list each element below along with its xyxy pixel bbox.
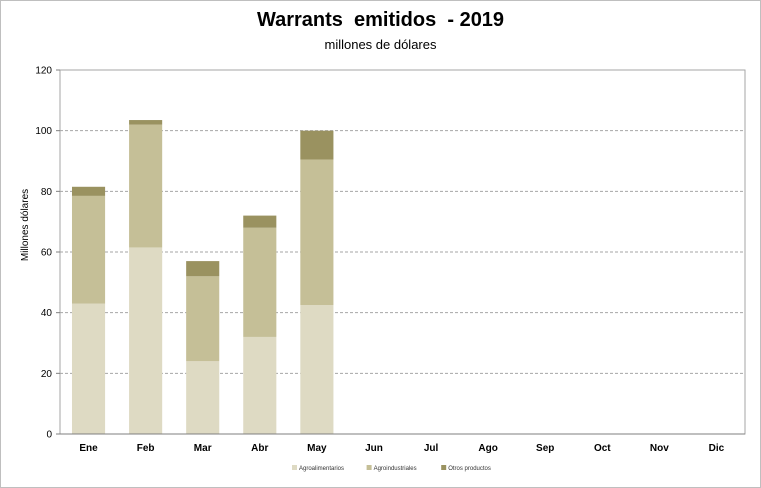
x-tick-label: Mar (194, 443, 212, 454)
bar-segment (243, 336, 277, 434)
bar-segment (71, 195, 106, 304)
y-tick-label: 60 (41, 248, 53, 259)
legend-swatch (366, 465, 372, 470)
chart-title: Warrants emitidos - 2019 (256, 9, 505, 31)
legend: Agroalimentarios Agroindustriales Otros pr… (292, 465, 491, 472)
bars (71, 120, 334, 434)
bar-segment (300, 130, 334, 160)
x-tick-label: Dic (709, 443, 725, 454)
x-axis: Ene Feb Mar Abr May Jun Jul Ago Sep Oct Nov Dic (60, 433, 745, 454)
y-tick-label: 20 (41, 369, 53, 380)
y-tick-label: 120 (35, 66, 52, 77)
legend-swatch (441, 465, 447, 470)
x-tick-label: Oct (594, 443, 611, 454)
y-tick-label: 40 (41, 308, 53, 319)
bar-segment (71, 303, 106, 434)
legend-swatch (292, 465, 297, 470)
chart-subtitle: millones de dólares (324, 37, 437, 52)
x-tick-label: Nov (650, 443, 669, 454)
bar-segment (300, 305, 334, 434)
bar-segment (129, 247, 163, 434)
bar-segment (243, 215, 277, 228)
legend-label: Agroalimentarios (299, 466, 344, 472)
legend-label: Agroindustriales (374, 466, 417, 472)
bar-segment (129, 124, 163, 248)
x-tick-label: Ago (478, 443, 497, 454)
x-tick-label: May (307, 443, 327, 454)
bar-segment (186, 276, 220, 362)
y-tick-label: 0 (46, 430, 52, 441)
legend-label: Otros productos (448, 466, 491, 472)
y-axis-label: Millones dólares (20, 189, 31, 261)
bar-segment (129, 120, 163, 125)
x-tick-label: Jun (365, 443, 383, 454)
bar-segment (300, 159, 334, 306)
y-axis: 0 20 40 60 80 100 120 (35, 66, 60, 441)
y-tick-label: 80 (41, 187, 53, 198)
x-tick-label: Feb (137, 443, 155, 454)
x-tick-label: Jul (424, 443, 439, 454)
bar-segment (186, 261, 220, 277)
gridlines (60, 130, 745, 374)
x-tick-label: Abr (251, 443, 268, 454)
bar-segment (243, 227, 277, 337)
bar-segment (71, 186, 106, 196)
y-tick-label: 100 (35, 126, 52, 137)
x-tick-label: Sep (536, 443, 554, 454)
bar-segment (186, 361, 220, 434)
x-tick-label: Ene (79, 443, 98, 454)
